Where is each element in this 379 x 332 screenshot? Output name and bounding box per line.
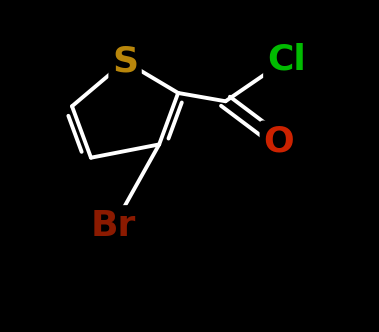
Text: O: O [263, 124, 294, 158]
Text: Cl: Cl [267, 43, 305, 77]
Text: S: S [112, 44, 138, 78]
Text: Br: Br [91, 209, 136, 243]
